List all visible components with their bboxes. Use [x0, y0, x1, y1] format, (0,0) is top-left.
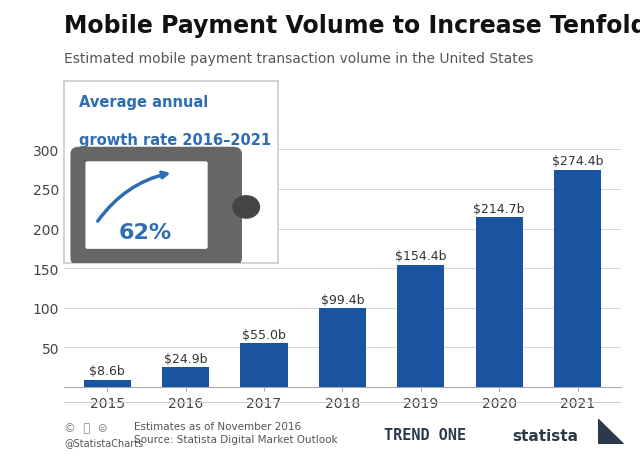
Text: Source: Statista Digital Market Outlook: Source: Statista Digital Market Outlook [134, 435, 338, 445]
Bar [397, 265, 444, 387]
FancyBboxPatch shape [70, 147, 242, 266]
Circle shape [232, 196, 260, 219]
Text: $24.9b: $24.9b [164, 352, 207, 365]
Text: @StatistaCharts: @StatistaCharts [64, 437, 143, 447]
Bar [162, 367, 209, 387]
Text: $55.0b: $55.0b [242, 328, 286, 341]
Text: TREND ONE: TREND ONE [384, 427, 466, 442]
Bar [476, 217, 523, 387]
Text: $274.4b: $274.4b [552, 155, 604, 168]
Text: ©  ⓘ  ⊜: © ⓘ ⊜ [64, 421, 108, 434]
Text: $8.6b: $8.6b [89, 364, 125, 378]
Text: $99.4b: $99.4b [321, 293, 364, 306]
Bar [319, 308, 366, 387]
FancyBboxPatch shape [86, 162, 207, 249]
Bar [241, 344, 287, 387]
Text: $214.7b: $214.7b [474, 202, 525, 215]
Text: 62%: 62% [119, 222, 172, 242]
Bar [554, 170, 601, 387]
Polygon shape [598, 419, 624, 444]
Bar [84, 380, 131, 387]
Text: growth rate 2016–2021: growth rate 2016–2021 [79, 133, 271, 148]
Text: Average annual: Average annual [79, 95, 208, 110]
Text: $154.4b: $154.4b [395, 250, 447, 263]
Text: Mobile Payment Volume to Increase Tenfold by 2021: Mobile Payment Volume to Increase Tenfol… [64, 14, 640, 38]
Text: Estimated mobile payment transaction volume in the United States: Estimated mobile payment transaction vol… [64, 52, 533, 66]
Text: statista: statista [512, 428, 578, 443]
Text: Estimates as of November 2016: Estimates as of November 2016 [134, 421, 301, 431]
